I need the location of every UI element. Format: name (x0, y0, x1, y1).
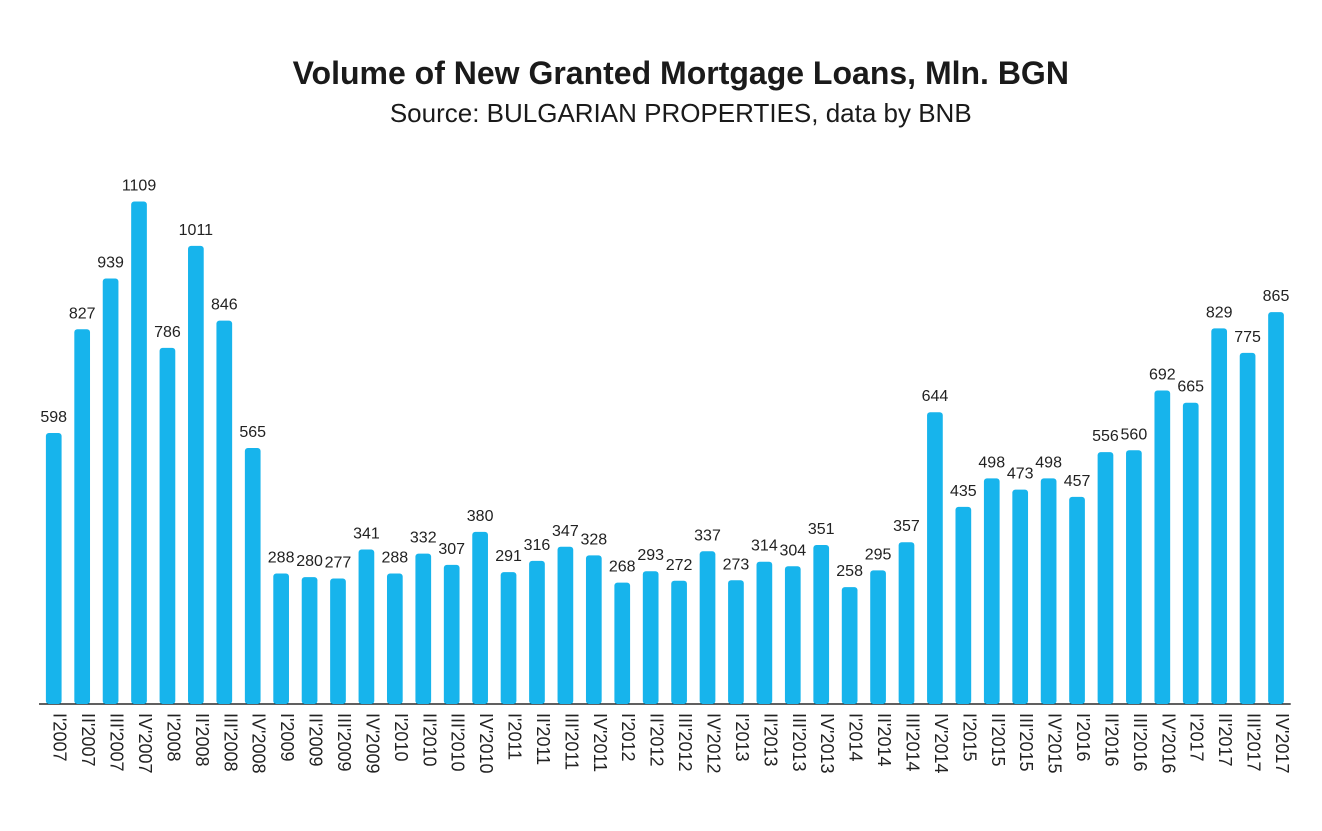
svg-text:598: 598 (40, 409, 67, 426)
svg-text:I'2016: I'2016 (1073, 713, 1093, 761)
svg-text:786: 786 (154, 324, 181, 341)
svg-text:498: 498 (978, 454, 1005, 471)
svg-text:III'2013: III'2013 (789, 713, 809, 771)
svg-text:II'2012: II'2012 (647, 713, 667, 766)
svg-text:IV'2016: IV'2016 (1158, 713, 1178, 774)
svg-text:827: 827 (69, 305, 96, 322)
svg-text:I'2007: I'2007 (50, 713, 70, 761)
svg-text:351: 351 (808, 521, 835, 538)
svg-text:328: 328 (580, 531, 607, 548)
svg-text:347: 347 (552, 523, 579, 540)
svg-text:III'2017: III'2017 (1244, 713, 1264, 771)
svg-text:I'2008: I'2008 (163, 713, 183, 761)
svg-text:II'2015: II'2015 (988, 713, 1008, 766)
svg-text:314: 314 (751, 538, 778, 555)
svg-text:560: 560 (1121, 426, 1148, 443)
svg-text:268: 268 (609, 559, 636, 576)
svg-text:I'2009: I'2009 (277, 713, 297, 761)
svg-text:295: 295 (865, 546, 892, 563)
svg-text:II'2017: II'2017 (1215, 713, 1235, 766)
svg-text:775: 775 (1234, 329, 1261, 346)
svg-text:846: 846 (211, 297, 238, 314)
svg-text:665: 665 (1177, 379, 1204, 396)
svg-text:III'2016: III'2016 (1130, 713, 1150, 771)
svg-text:I'2012: I'2012 (618, 713, 638, 761)
svg-text:IV'2011: IV'2011 (590, 713, 610, 772)
svg-text:939: 939 (97, 255, 124, 272)
svg-text:337: 337 (694, 527, 721, 544)
svg-text:1109: 1109 (122, 178, 157, 195)
svg-text:829: 829 (1206, 304, 1233, 321)
svg-text:457: 457 (1064, 473, 1091, 490)
svg-text:280: 280 (296, 553, 323, 570)
svg-text:341: 341 (353, 525, 380, 542)
svg-text:II'2011: II'2011 (533, 713, 553, 765)
svg-text:692: 692 (1149, 366, 1176, 383)
svg-text:II'2007: II'2007 (78, 713, 98, 766)
svg-text:556: 556 (1092, 428, 1119, 445)
svg-text:565: 565 (239, 424, 266, 441)
svg-text:I'2013: I'2013 (732, 713, 752, 761)
svg-text:I'2010: I'2010 (391, 713, 411, 761)
svg-text:III'2009: III'2009 (334, 713, 354, 771)
svg-text:II'2010: II'2010 (419, 713, 439, 766)
svg-text:II'2016: II'2016 (1101, 713, 1121, 766)
svg-text:273: 273 (723, 556, 750, 573)
svg-text:316: 316 (524, 537, 551, 554)
svg-text:II'2014: II'2014 (874, 713, 894, 766)
svg-text:1011: 1011 (179, 222, 214, 239)
svg-text:644: 644 (922, 388, 949, 405)
svg-text:IV'2009: IV'2009 (362, 713, 382, 774)
svg-text:IV'2012: IV'2012 (704, 713, 724, 774)
svg-text:III'2010: III'2010 (448, 713, 468, 771)
svg-text:I'2015: I'2015 (959, 713, 979, 761)
svg-text:307: 307 (438, 541, 465, 558)
svg-text:III'2011: III'2011 (561, 713, 581, 770)
svg-text:498: 498 (1035, 454, 1062, 471)
svg-text:IV'2007: IV'2007 (135, 713, 155, 774)
svg-text:865: 865 (1263, 288, 1290, 305)
svg-text:II'2008: II'2008 (192, 713, 212, 766)
svg-text:III'2008: III'2008 (220, 713, 240, 771)
svg-text:288: 288 (268, 550, 295, 567)
svg-text:304: 304 (779, 542, 806, 559)
svg-text:277: 277 (325, 554, 352, 571)
svg-text:I'2017: I'2017 (1187, 713, 1207, 761)
svg-text:332: 332 (410, 530, 437, 547)
svg-text:III'2014: III'2014 (902, 713, 922, 771)
svg-text:III'2015: III'2015 (1016, 713, 1036, 771)
svg-text:435: 435 (950, 483, 977, 500)
svg-text:IV'2013: IV'2013 (817, 713, 837, 774)
svg-text:II'2013: II'2013 (760, 713, 780, 766)
svg-text:380: 380 (467, 508, 494, 525)
svg-text:473: 473 (1007, 466, 1034, 483)
svg-text:258: 258 (836, 563, 863, 580)
svg-text:IV'2015: IV'2015 (1045, 713, 1065, 774)
svg-text:III'2007: III'2007 (107, 713, 127, 771)
svg-text:IV'2017: IV'2017 (1272, 713, 1292, 774)
svg-text:II'2009: II'2009 (306, 713, 326, 766)
svg-text:IV'2010: IV'2010 (476, 713, 496, 774)
svg-text:I'2014: I'2014 (846, 713, 866, 761)
svg-text:357: 357 (893, 518, 920, 535)
svg-text:293: 293 (637, 547, 664, 564)
svg-text:IV'2014: IV'2014 (931, 713, 951, 774)
svg-text:III'2012: III'2012 (675, 713, 695, 771)
svg-text:I'2011: I'2011 (505, 713, 525, 760)
svg-text:IV'2008: IV'2008 (249, 713, 269, 774)
svg-text:288: 288 (381, 550, 408, 567)
svg-text:291: 291 (495, 548, 522, 565)
svg-text:272: 272 (666, 557, 693, 574)
